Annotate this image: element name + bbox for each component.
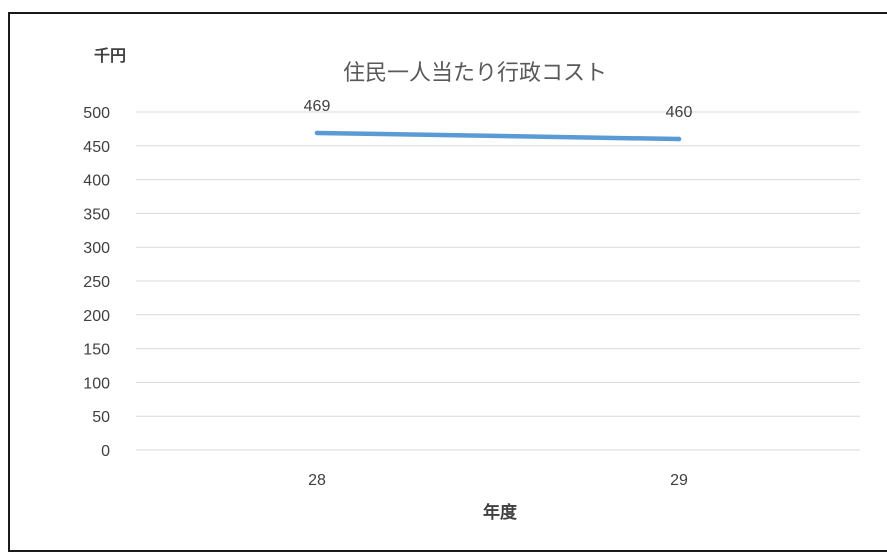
series-line <box>314 130 682 142</box>
y-tick-label: 100 <box>83 375 110 392</box>
chart-title: 住民一人当たり行政コスト <box>343 61 607 86</box>
y-tick-label: 0 <box>101 443 110 460</box>
y-tick-label: 50 <box>92 409 110 426</box>
chart-frame: 住民一人当たり行政コスト 千円 0 50 100 150 200 250 300 350 400… <box>8 12 887 552</box>
data-label: 460 <box>666 104 693 121</box>
data-point <box>676 136 682 142</box>
y-tick-label: 500 <box>83 105 110 122</box>
y-tick-label: 250 <box>83 274 110 291</box>
x-tick-label: 28 <box>308 472 326 489</box>
gridlines <box>136 111 860 451</box>
y-tick-label: 300 <box>83 240 110 257</box>
x-axis-ticks: 28 29 <box>308 472 688 489</box>
y-axis-unit-label: 千円 <box>94 46 126 65</box>
y-tick-label: 200 <box>83 308 110 325</box>
line-chart: 住民一人当たり行政コスト 千円 0 50 100 150 200 250 300 350 400… <box>83 46 860 523</box>
y-tick-label: 400 <box>83 173 110 190</box>
data-labels: 469 460 <box>304 98 693 121</box>
series-group <box>314 130 682 142</box>
x-axis-title: 年度 <box>483 502 518 523</box>
data-point <box>314 130 320 136</box>
y-tick-label: 450 <box>83 139 110 156</box>
x-tick-label: 29 <box>670 472 688 489</box>
y-axis-ticks: 0 50 100 150 200 250 300 350 400 450 500 <box>83 105 110 460</box>
y-tick-label: 350 <box>83 206 110 223</box>
y-tick-label: 150 <box>83 342 110 359</box>
data-label: 469 <box>304 98 331 115</box>
